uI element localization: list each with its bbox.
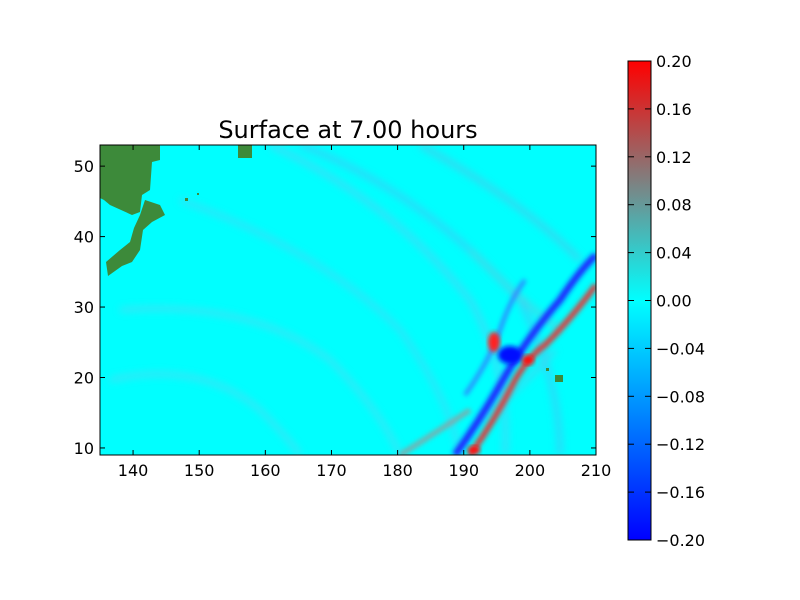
colorbar-tick-label: 0.08 [656,196,692,215]
source-anomaly-negative [498,346,522,364]
trailing-wave [398,407,472,455]
colorbar-tick-label: 0.12 [656,148,692,167]
x-tick-label: 160 [250,461,281,480]
y-axis-ticks: 10 20 30 40 50 [74,157,596,458]
colorbar-tick-label: 0.16 [656,100,692,119]
x-tick-label: 200 [515,461,546,480]
negative-wave-front [452,252,596,455]
plot-frame [99,144,597,456]
x-tick-label: 180 [382,461,413,480]
land-speck-1 [185,198,188,201]
colorbar-tick-label: 0.00 [656,292,692,311]
chart-title: Surface at 7.00 hours [218,116,477,144]
source-anomaly-positive [488,332,500,352]
colorbar-ticks: 0.20 0.16 0.12 0.08 0.04 0.00 −0.04 −0.08 −0.12 −… [628,52,705,550]
land-hawaii-big [555,375,563,382]
x-axis-ticks: 140 150 160 170 180 190 200 210 [118,145,611,480]
land-japan [106,200,165,276]
colorbar-tick-label: 0.20 [656,52,692,71]
land-hawaii-small [546,368,549,371]
y-tick-label: 50 [74,157,94,176]
x-tick-label: 170 [316,461,347,480]
colorbar-tick-label: −0.16 [656,483,705,502]
southern-hotspot [468,446,480,454]
x-tick-label: 150 [184,461,215,480]
x-tick-label: 190 [448,461,479,480]
colorbar-tick-label: 0.04 [656,244,692,263]
y-tick-label: 10 [74,439,94,458]
y-tick-label: 20 [74,369,94,388]
land-masses [100,145,563,382]
y-tick-label: 30 [74,298,94,317]
land-speck-2 [197,193,199,195]
colorbar-tick-label: −0.04 [656,339,705,358]
x-tick-label: 210 [581,461,612,480]
secondary-negative-front [463,278,527,397]
front-crossing-hotspot [522,355,534,365]
colorbar-tick-label: −0.20 [656,531,705,550]
colorbar-tick-label: −0.08 [656,387,705,406]
heatmap-plot-area [100,145,596,455]
colorbar-tick-label: −0.12 [656,435,705,454]
x-tick-label: 140 [118,461,149,480]
land-asia-north [100,145,160,215]
y-tick-label: 40 [74,228,94,247]
land-kamchatka [238,145,252,158]
background-wave-texture [109,145,582,455]
wave-fronts [398,252,596,455]
